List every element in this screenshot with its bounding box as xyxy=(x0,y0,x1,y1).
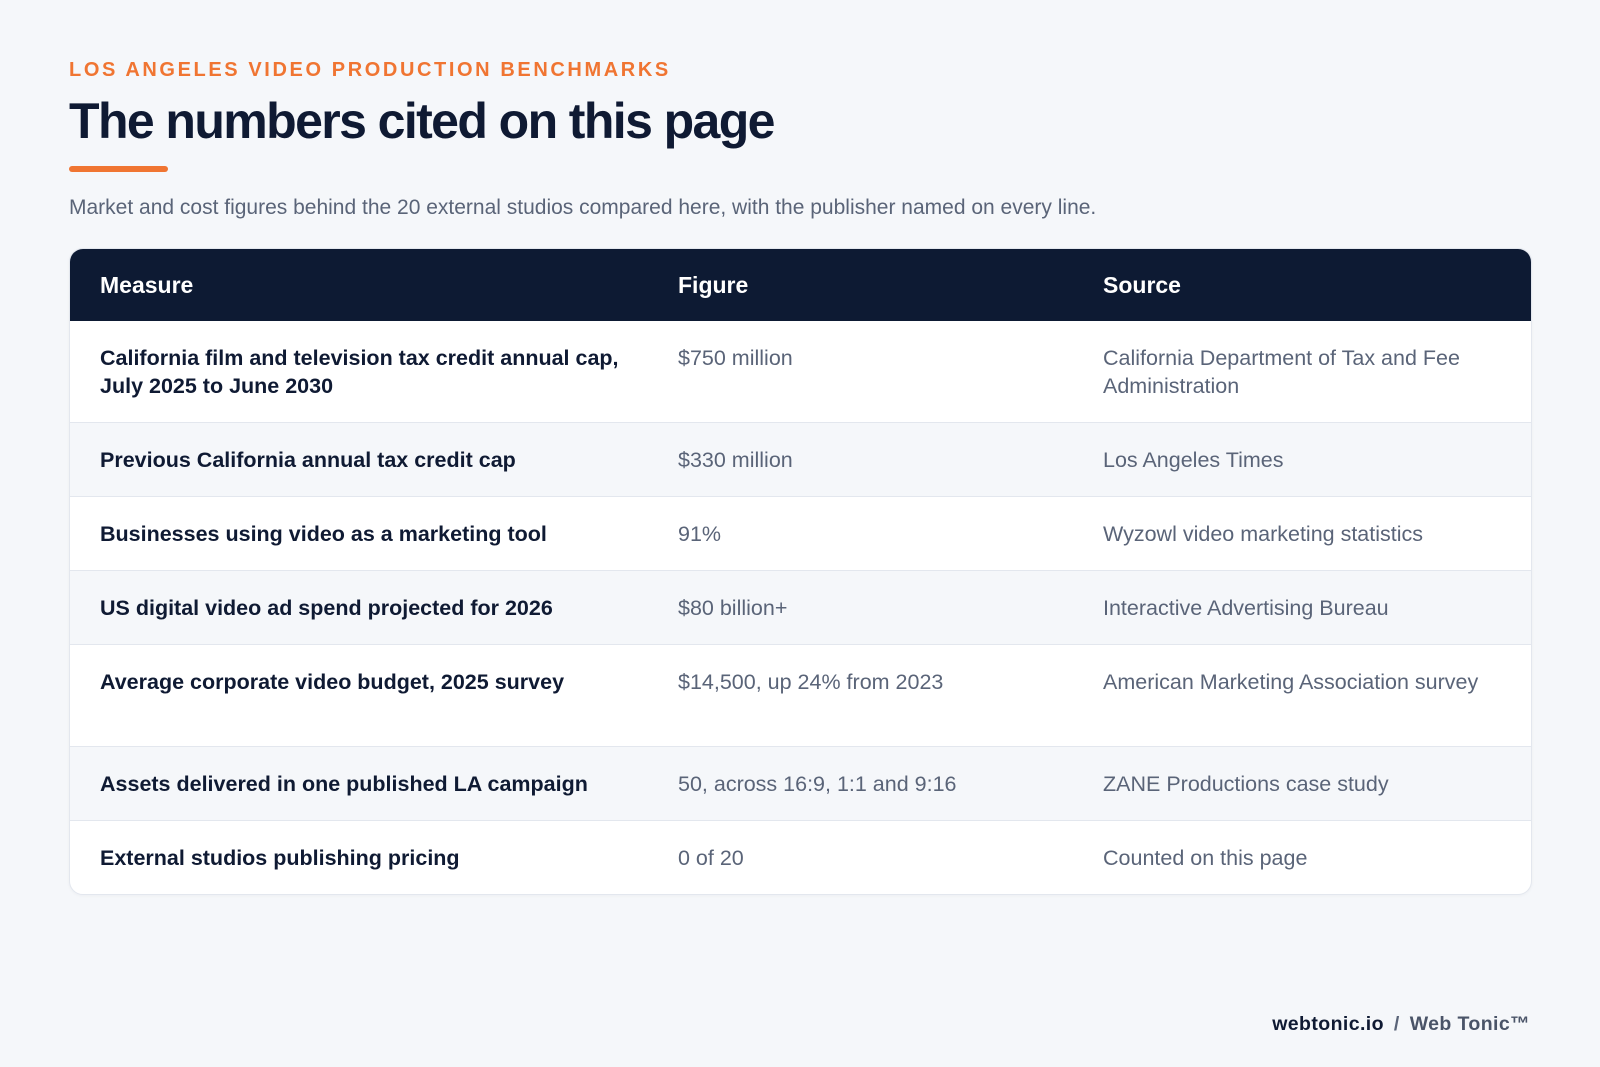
source-cell: California Department of Tax and Fee Adm… xyxy=(1103,346,1460,398)
benchmarks-table-card: Measure Figure Source California film an… xyxy=(69,248,1532,895)
benchmarks-table: Measure Figure Source California film an… xyxy=(70,249,1531,894)
figure-cell: 91% xyxy=(678,496,1103,571)
page-subtitle: Market and cost figures behind the 20 ex… xyxy=(69,196,1097,219)
figure-cell: 50, across 16:9, 1:1 and 9:16 xyxy=(678,746,1103,821)
measure-cell: Previous California annual tax credit ca… xyxy=(70,422,678,497)
measure-cell: Assets delivered in one published LA cam… xyxy=(70,746,678,821)
source-cell: Counted on this page xyxy=(1103,820,1531,894)
title-underline xyxy=(69,166,168,172)
source-cell: Interactive Advertising Bureau xyxy=(1103,570,1531,645)
table-row: Previous California annual tax credit ca… xyxy=(70,422,1531,497)
table-row: Assets delivered in one published LA cam… xyxy=(70,746,1531,821)
figure-cell: $750 million xyxy=(678,346,793,370)
source-cell: Wyzowl video marketing statistics xyxy=(1103,496,1531,571)
table-row: US digital video ad spend projected for … xyxy=(70,570,1531,645)
source-cell: Los Angeles Times xyxy=(1103,422,1531,497)
measure-cell: Average corporate video budget, 2025 sur… xyxy=(70,644,678,747)
footer-brand: Web Tonic™ xyxy=(1409,1013,1530,1035)
figure-cell: $330 million xyxy=(678,422,1103,497)
table-row: California film and television tax credi… xyxy=(70,321,1531,423)
figure-cell: $80 billion+ xyxy=(678,570,1103,645)
measure-cell: External studios publishing pricing xyxy=(70,820,678,894)
footer-domain: webtonic.io xyxy=(1272,1013,1384,1035)
figure-cell: $14,500, up 24% from 2023 xyxy=(678,644,1103,747)
column-header-source: Source xyxy=(1103,249,1531,321)
column-header-measure: Measure xyxy=(70,249,678,321)
measure-cell: California film and television tax credi… xyxy=(100,346,619,398)
page-title: The numbers cited on this page xyxy=(69,93,775,149)
eyebrow-label: LOS ANGELES VIDEO PRODUCTION BENCHMARKS xyxy=(69,59,671,81)
source-cell: American Marketing Association survey xyxy=(1103,644,1531,747)
measure-cell: Businesses using video as a marketing to… xyxy=(70,496,678,571)
measure-cell: US digital video ad spend projected for … xyxy=(70,570,678,645)
source-cell: ZANE Productions case study xyxy=(1103,746,1531,821)
table-row: Businesses using video as a marketing to… xyxy=(70,496,1531,571)
table-header-row: Measure Figure Source xyxy=(70,249,1531,321)
figure-cell: 0 of 20 xyxy=(678,820,1103,894)
table-row: External studios publishing pricing 0 of… xyxy=(70,820,1531,894)
table-row: Average corporate video budget, 2025 sur… xyxy=(70,644,1531,747)
footer-separator: / xyxy=(1393,1013,1400,1035)
column-header-figure: Figure xyxy=(678,249,1103,321)
footer-credit: webtonic.io / Web Tonic™ xyxy=(1272,1013,1530,1036)
